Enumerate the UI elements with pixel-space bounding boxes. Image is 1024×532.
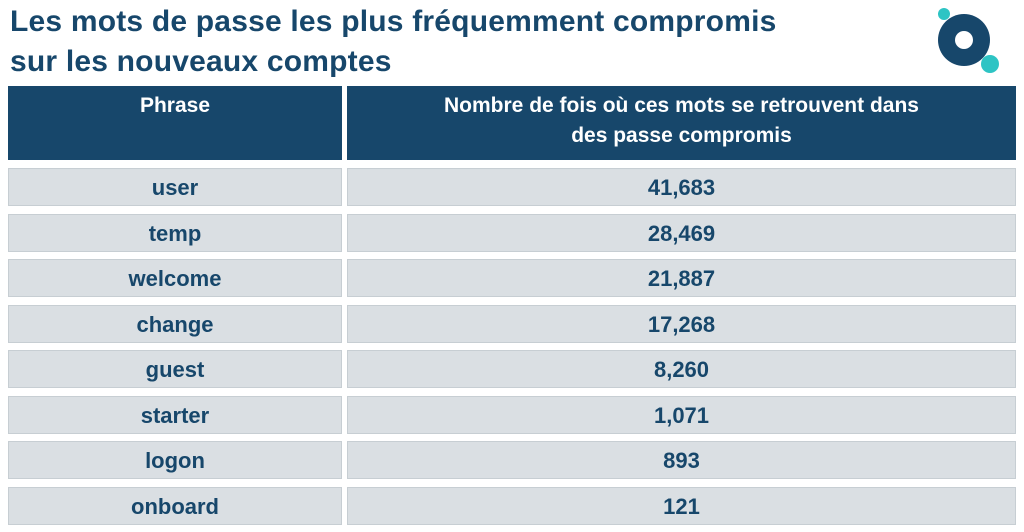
- phrase-cell: user: [8, 168, 342, 206]
- password-table: Phrase Nombre de fois où ces mots se ret…: [8, 86, 1016, 532]
- table-row: starter 1,071: [8, 395, 1016, 434]
- count-cell: 121: [347, 486, 1016, 525]
- count-cell: 8,260: [347, 350, 1016, 388]
- table-row: welcome 21,887: [8, 259, 1016, 297]
- table-row: user 41,683: [8, 168, 1016, 206]
- phrase-cell: starter: [8, 395, 342, 434]
- count-cell: 41,683: [347, 168, 1016, 206]
- count-cell: 1,071: [347, 395, 1016, 434]
- table-row: guest 8,260: [8, 350, 1016, 388]
- count-cell: 893: [347, 441, 1016, 479]
- count-cell: 28,469: [347, 213, 1016, 252]
- page-title: Les mots de passe les plus fréquemment c…: [10, 2, 890, 82]
- header-phrase: Phrase: [8, 86, 342, 160]
- table-body: user 41,683 temp 28,469 welcome 21,887 change 1…: [8, 168, 1016, 525]
- count-cell: 21,887: [347, 259, 1016, 297]
- title-line-1: Les mots de passe les plus fréquemment c…: [10, 5, 777, 38]
- header-count-line-1: Nombre de fois où ces mots se retrouvent…: [444, 94, 919, 117]
- header-count: Nombre de fois où ces mots se retrouvent…: [347, 86, 1016, 160]
- brand-logo-icon: [938, 8, 999, 73]
- table-row: temp 28,469: [8, 213, 1016, 252]
- phrase-cell: welcome: [8, 259, 342, 297]
- table-row: onboard 121: [8, 486, 1016, 525]
- phrase-cell: temp: [8, 213, 342, 252]
- count-cell: 17,268: [347, 304, 1016, 343]
- table-header: Phrase Nombre de fois où ces mots se ret…: [8, 86, 1016, 160]
- phrase-cell: logon: [8, 441, 342, 479]
- table-row: change 17,268: [8, 304, 1016, 343]
- table-row: logon 893: [8, 441, 1016, 479]
- phrase-cell: onboard: [8, 486, 342, 525]
- phrase-cell: change: [8, 304, 342, 343]
- phrase-cell: guest: [8, 350, 342, 388]
- title-line-2: sur les nouveaux comptes: [10, 45, 392, 78]
- header-count-line-2: des passe compromis: [571, 124, 792, 147]
